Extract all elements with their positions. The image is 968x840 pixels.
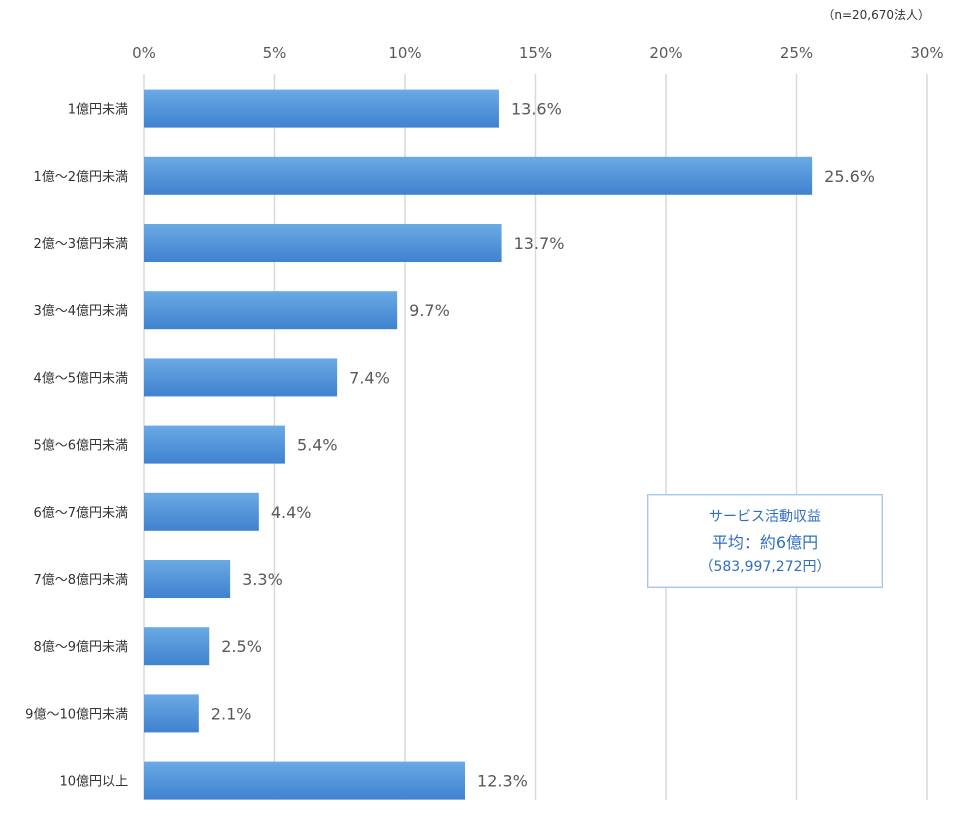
value-label: 13.7% bbox=[514, 234, 565, 253]
bar bbox=[144, 425, 285, 464]
x-tick-label: 20% bbox=[649, 44, 682, 62]
category-label: 2億～3億円未満 bbox=[33, 236, 128, 252]
category-label: 5億～6億円未満 bbox=[33, 438, 128, 454]
value-label: 3.3% bbox=[242, 570, 283, 589]
category-label: 1億円未満 bbox=[68, 102, 128, 118]
value-label: 5.4% bbox=[297, 436, 338, 455]
summary-box: サービス活動収益 平均：約6億円 （583,997,272円） bbox=[647, 494, 883, 588]
value-label: 9.7% bbox=[409, 301, 450, 320]
category-label: 3億～4億円未満 bbox=[33, 303, 128, 319]
value-label: 25.6% bbox=[824, 167, 875, 186]
bar bbox=[144, 694, 199, 733]
summary-exact-value: （583,997,272円） bbox=[699, 559, 831, 575]
value-label: 7.4% bbox=[349, 368, 390, 387]
category-label: 10億円以上 bbox=[59, 774, 128, 790]
category-label: 9億～10億円未満 bbox=[25, 706, 128, 722]
value-label: 12.3% bbox=[477, 772, 528, 791]
bar bbox=[144, 291, 398, 330]
bar bbox=[144, 156, 813, 195]
x-tick-label: 0% bbox=[132, 44, 156, 62]
value-label: 13.6% bbox=[511, 100, 562, 119]
bar bbox=[144, 627, 210, 666]
bar bbox=[144, 89, 499, 128]
value-label: 2.5% bbox=[221, 637, 262, 656]
bar bbox=[144, 358, 338, 397]
x-tick-label: 5% bbox=[263, 44, 287, 62]
value-label: 2.1% bbox=[211, 704, 252, 723]
category-label: 8億～9億円未満 bbox=[33, 639, 128, 655]
x-tick-label: 30% bbox=[910, 44, 943, 62]
value-label: 4.4% bbox=[271, 503, 312, 522]
category-label: 4億～5億円未満 bbox=[33, 370, 128, 386]
sample-size-note: （n=20,670法人） bbox=[822, 8, 930, 22]
bar bbox=[144, 761, 466, 800]
category-label: 7億～8億円未満 bbox=[33, 572, 128, 588]
bar bbox=[144, 492, 259, 531]
x-tick-label: 10% bbox=[388, 44, 421, 62]
bar bbox=[144, 224, 502, 262]
summary-average: 平均：約6億円 bbox=[711, 533, 819, 552]
x-tick-label: 15% bbox=[519, 44, 552, 62]
category-label: 1億～2億円未満 bbox=[33, 169, 128, 185]
summary-title: サービス活動収益 bbox=[709, 509, 821, 525]
x-tick-label: 25% bbox=[780, 44, 813, 62]
bar bbox=[144, 560, 231, 598]
category-label: 6億～7億円未満 bbox=[33, 505, 128, 521]
